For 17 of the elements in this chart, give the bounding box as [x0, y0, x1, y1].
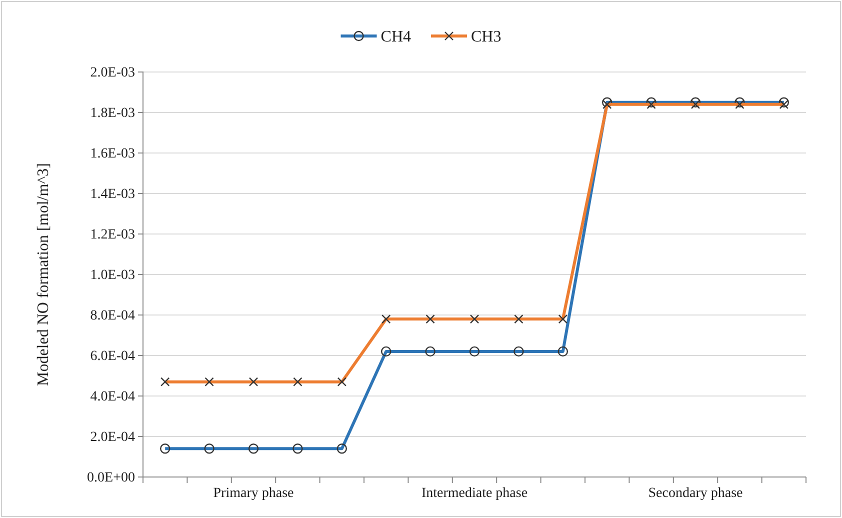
y-tick-label: 6.0E-04	[90, 348, 135, 364]
y-tick-label: 1.6E-03	[90, 146, 135, 162]
y-tick-label: 2.0E-03	[90, 65, 135, 80]
y-tick-label: 4.0E-04	[90, 389, 135, 404]
x-tick-label: Secondary phase	[648, 486, 743, 501]
y-tick-label: 8.0E-04	[90, 308, 135, 324]
y-tick-label: 2.0E-04	[90, 430, 135, 445]
legend-label: CH4	[380, 28, 411, 46]
x-tick-label: Primary phase	[213, 486, 294, 501]
y-tick-label: 0.0E+00	[87, 470, 135, 486]
y-tick-label: 1.2E-03	[90, 227, 135, 242]
x-tick-label: Intermediate phase	[421, 486, 528, 501]
legend-label: CH3	[471, 28, 502, 46]
y-tick-label: 1.8E-03	[90, 106, 135, 121]
y-tick-label: 1.4E-03	[90, 186, 135, 202]
y-axis-title: Modeled NO formation [mol/m^3]	[35, 162, 52, 386]
y-tick-label: 1.0E-03	[90, 268, 135, 283]
